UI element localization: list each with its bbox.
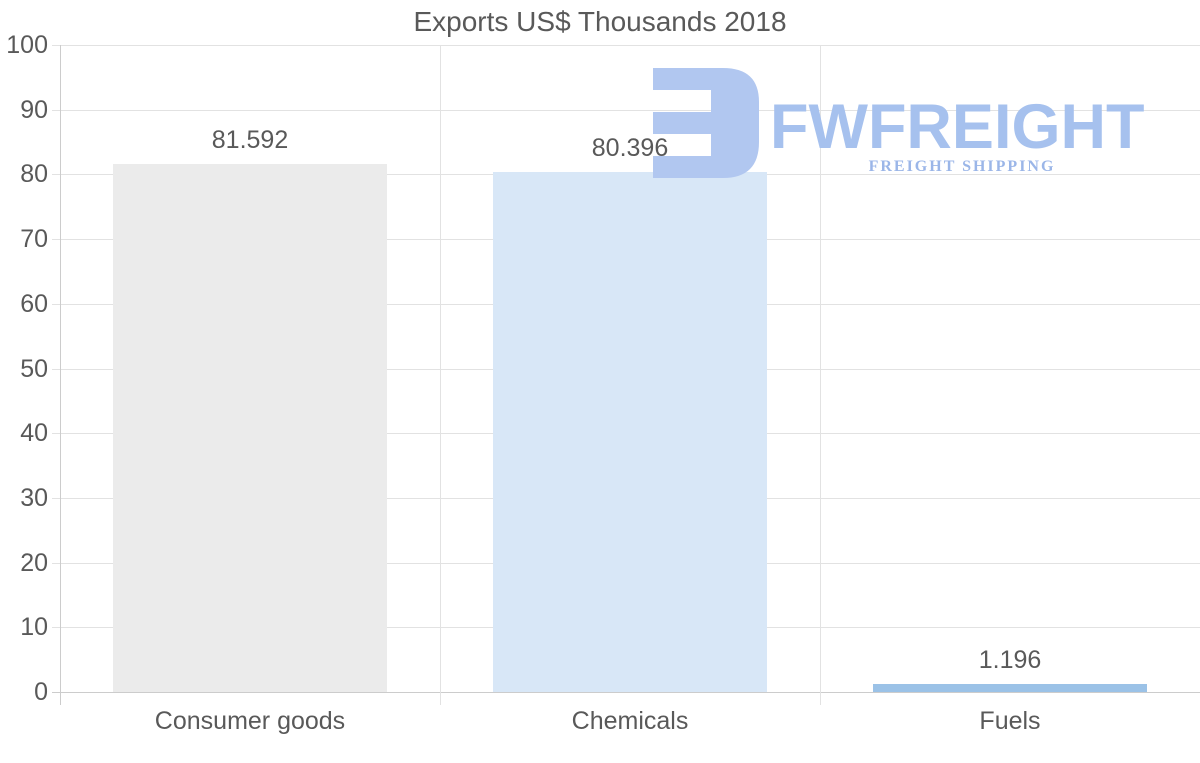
bar xyxy=(873,684,1147,692)
y-tick-label: 60 xyxy=(20,290,48,318)
y-tick-label: 50 xyxy=(20,355,48,383)
y-axis-line xyxy=(60,45,61,705)
watermark-brand-text: FWFREIGHT xyxy=(770,92,1145,162)
bar xyxy=(113,164,387,692)
y-gridline xyxy=(52,45,1200,46)
y-gridline xyxy=(52,110,1200,111)
bar-value-label: 81.592 xyxy=(211,126,289,154)
y-tick-label: 80 xyxy=(20,160,48,188)
y-tick-label: 0 xyxy=(34,678,48,706)
y-tick-label: 30 xyxy=(20,484,48,512)
watermark-tagline-text: FREIGHT SHIPPING xyxy=(868,158,1056,175)
category-separator xyxy=(820,45,821,705)
y-tick-label: 90 xyxy=(20,96,48,124)
y-gridline xyxy=(52,692,1200,693)
x-category-label: Consumer goods xyxy=(154,707,346,735)
y-tick-label: 10 xyxy=(20,613,48,641)
x-category-label: Chemicals xyxy=(571,707,689,735)
bar-value-label: 1.196 xyxy=(978,646,1042,674)
plot-area: 81.592 80.396 1.196 xyxy=(52,45,1200,705)
watermark: FWFREIGHT FREIGHT SHIPPING xyxy=(647,66,1167,186)
y-tick-label: 100 xyxy=(6,31,48,59)
chart-title: Exports US$ Thousands 2018 xyxy=(413,6,787,37)
y-tick-label: 70 xyxy=(20,225,48,253)
y-tick-label: 40 xyxy=(20,419,48,447)
bar-value-label: 80.396 xyxy=(591,134,669,162)
x-category-label: Fuels xyxy=(979,707,1041,735)
category-separator xyxy=(440,45,441,705)
y-tick-label: 20 xyxy=(20,549,48,577)
bar xyxy=(493,172,767,692)
fwfreight-logo-mark-icon xyxy=(653,68,759,178)
